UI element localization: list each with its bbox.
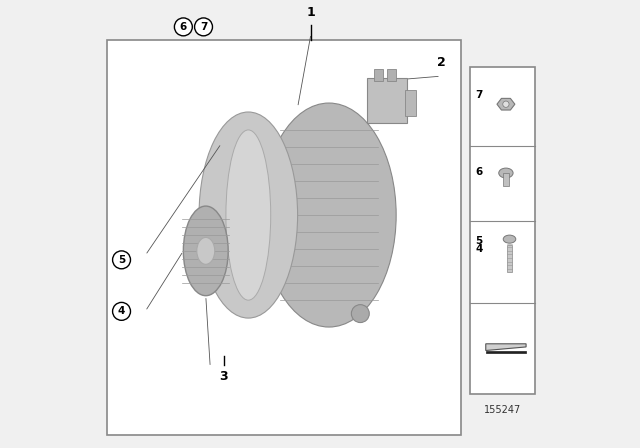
- Circle shape: [113, 302, 131, 320]
- FancyBboxPatch shape: [387, 69, 396, 81]
- Ellipse shape: [199, 112, 298, 318]
- Text: 7: 7: [200, 22, 207, 32]
- Polygon shape: [486, 350, 526, 353]
- Ellipse shape: [262, 103, 396, 327]
- Ellipse shape: [226, 130, 271, 300]
- Circle shape: [195, 18, 212, 36]
- Ellipse shape: [197, 237, 215, 264]
- Ellipse shape: [503, 235, 516, 243]
- Polygon shape: [497, 99, 515, 110]
- FancyBboxPatch shape: [507, 245, 512, 272]
- Text: 4: 4: [118, 306, 125, 316]
- Ellipse shape: [183, 206, 228, 296]
- Text: 2: 2: [436, 56, 445, 69]
- FancyBboxPatch shape: [367, 78, 407, 123]
- Text: 7: 7: [476, 90, 483, 100]
- FancyBboxPatch shape: [405, 90, 417, 116]
- Circle shape: [174, 18, 193, 36]
- Text: 6: 6: [476, 167, 483, 177]
- FancyBboxPatch shape: [503, 173, 509, 186]
- Text: 1: 1: [307, 6, 316, 19]
- FancyBboxPatch shape: [374, 69, 383, 81]
- FancyBboxPatch shape: [108, 40, 461, 435]
- Text: 6: 6: [180, 22, 187, 32]
- Text: 4: 4: [476, 245, 483, 254]
- Ellipse shape: [351, 305, 369, 323]
- FancyBboxPatch shape: [470, 67, 535, 394]
- Circle shape: [503, 101, 509, 108]
- Text: 5: 5: [118, 255, 125, 265]
- Text: 155247: 155247: [484, 405, 521, 415]
- Polygon shape: [486, 344, 526, 350]
- Circle shape: [113, 251, 131, 269]
- Text: 5: 5: [476, 237, 483, 246]
- Ellipse shape: [499, 168, 513, 178]
- Text: 3: 3: [220, 370, 228, 383]
